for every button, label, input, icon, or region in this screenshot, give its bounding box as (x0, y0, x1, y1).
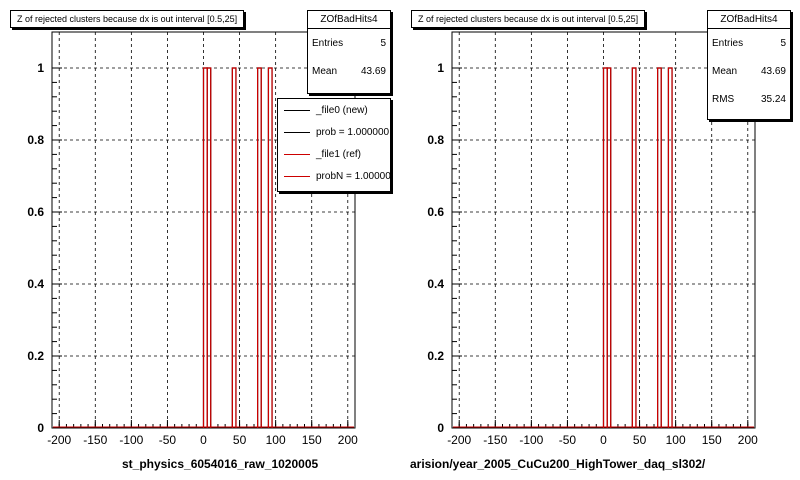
x-tick-label: 200 (738, 433, 758, 447)
file-label-right: arision/year_2005_CuCu200_HighTower_daq_… (410, 457, 706, 471)
legend-label: prob = 1.000000 (316, 126, 390, 138)
file-label-left: st_physics_6054016_raw_1020005 (122, 457, 319, 471)
stats-name: ZOfBadHits4 (708, 11, 790, 29)
y-tick-label: 0.6 (27, 205, 44, 219)
y-tick-label: 0.8 (427, 133, 444, 147)
stats-row-entries: Entries 5 (308, 29, 390, 57)
histogram-title-right: Z of rejected clusters because dx is out… (411, 10, 646, 28)
histogram-bar (231, 67, 237, 428)
legend-entry: _file1 (ref) (278, 143, 390, 165)
x-tick-label: -50 (159, 433, 177, 447)
stats-row-entries: Entries 5 (708, 29, 790, 57)
stats-label: RMS (712, 93, 735, 105)
legend-entry: prob = 1.000000 (278, 121, 390, 143)
stats-label: Mean (712, 65, 738, 77)
x-tick-label: -200 (447, 433, 471, 447)
stats-label: Entries (312, 37, 344, 49)
x-tick-label: -100 (519, 433, 543, 447)
y-tick-label: 0.6 (427, 205, 444, 219)
x-tick-label: 100 (666, 433, 686, 447)
x-tick-label: 150 (302, 433, 322, 447)
histogram-bar (657, 67, 662, 428)
y-tick-label: 0.4 (427, 277, 444, 291)
histogram-bar (606, 67, 612, 428)
stats-value: 43.69 (760, 65, 786, 77)
x-tick-label: 100 (266, 433, 286, 447)
x-tick-label: -100 (119, 433, 143, 447)
stats-label: Mean (312, 65, 338, 77)
histogram-title-left: Z of rejected clusters because dx is out… (10, 10, 245, 28)
legend-line-swatch (284, 109, 310, 111)
y-tick-label: 1 (37, 61, 44, 75)
y-tick-label: 0 (37, 421, 44, 435)
stats-row-mean: Mean 43.69 (708, 57, 790, 85)
legend-box: _file0 (new) prob = 1.000000 _file1 (ref… (277, 98, 391, 192)
stats-value: 5 (380, 37, 386, 49)
stats-box-left: ZOfBadHits4 Entries 5 Mean 43.69 (307, 10, 391, 94)
stats-row-mean: Mean 43.69 (308, 57, 390, 85)
x-tick-label: 50 (633, 433, 647, 447)
x-tick-label: -150 (483, 433, 507, 447)
stats-name: ZOfBadHits4 (308, 11, 390, 29)
x-tick-label: 0 (600, 433, 607, 447)
stats-value: 43.69 (360, 65, 386, 77)
stats-label: Entries (712, 37, 744, 49)
y-tick-label: 0.4 (27, 277, 44, 291)
x-tick-label: 50 (233, 433, 247, 447)
legend-label: _file1 (ref) (316, 148, 362, 160)
legend-entry: _file0 (new) (278, 99, 390, 121)
stats-box-right: ZOfBadHits4 Entries 5 Mean 43.69 RMS 35.… (707, 10, 791, 120)
legend-line-swatch (284, 153, 310, 155)
stats-row-rms: RMS 35.24 (708, 85, 790, 113)
legend-entry: probN = 1.000000 (278, 165, 390, 187)
x-tick-label: 200 (338, 433, 358, 447)
y-tick-label: 0.2 (27, 349, 44, 363)
legend-line-swatch (284, 175, 310, 177)
histogram-bar (267, 67, 273, 428)
x-tick-label: -150 (83, 433, 107, 447)
histogram-bar (667, 67, 673, 428)
y-tick-label: 0.8 (27, 133, 44, 147)
y-tick-label: 0.2 (427, 349, 444, 363)
y-tick-label: 0 (437, 421, 444, 435)
x-tick-label: 150 (702, 433, 722, 447)
stats-value: 5 (780, 37, 786, 49)
x-tick-label: -200 (47, 433, 71, 447)
histogram-bar (206, 67, 212, 428)
histogram-bar (257, 67, 262, 428)
stats-value: 35.24 (760, 93, 786, 105)
x-tick-label: 0 (200, 433, 207, 447)
x-tick-label: -50 (559, 433, 577, 447)
legend-label: _file0 (new) (316, 104, 368, 116)
histogram-bar (631, 67, 637, 428)
legend-label: probN = 1.000000 (316, 170, 391, 182)
y-tick-label: 1 (437, 61, 444, 75)
legend-line-swatch (284, 131, 310, 133)
